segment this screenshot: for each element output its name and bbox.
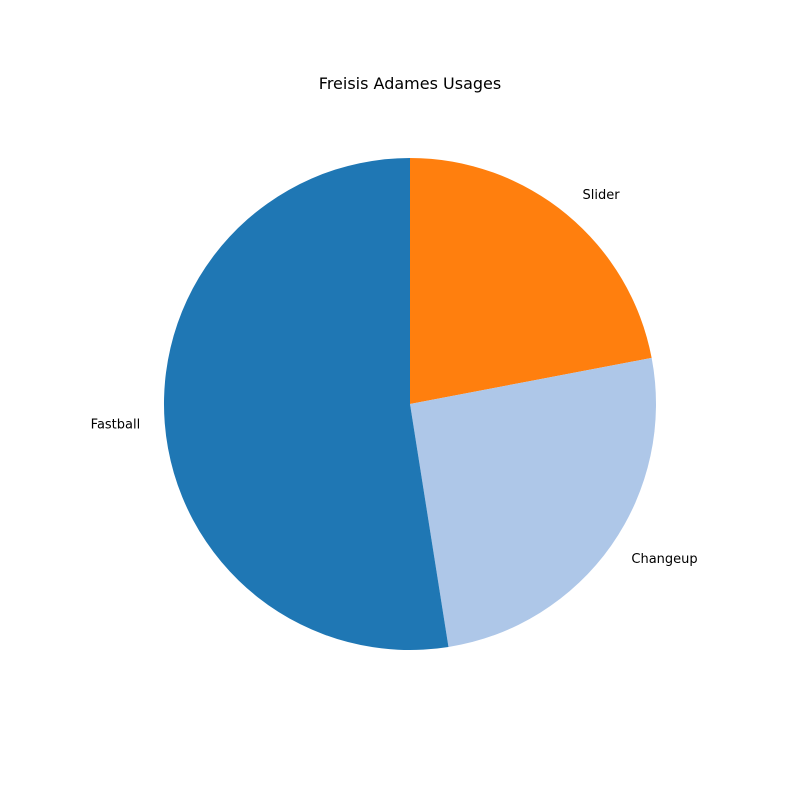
pie-labels: Slider Changeup Fastball <box>91 188 698 567</box>
pie-label-slider: Slider <box>582 188 620 203</box>
chart-title: Freisis Adames Usages <box>319 74 501 93</box>
pie-slice-slider <box>410 158 652 404</box>
pie-slices <box>163 158 656 650</box>
pie-slice-changeup <box>410 357 656 647</box>
pie-slice-fastball <box>163 158 449 650</box>
pie-label-changeup: Changeup <box>631 552 697 567</box>
pie-label-fastball: Fastball <box>91 418 141 433</box>
